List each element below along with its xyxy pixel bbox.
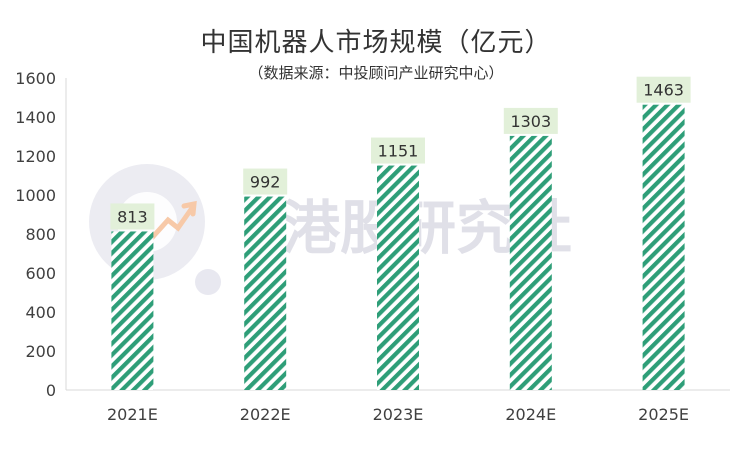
x-tick-label: 2022E bbox=[240, 405, 291, 424]
y-tick-label: 1400 bbox=[15, 108, 56, 127]
data-label: 992 bbox=[250, 173, 281, 192]
y-tick-label: 200 bbox=[25, 342, 56, 361]
x-tick-label: 2023E bbox=[373, 405, 424, 424]
y-tick-label: 1600 bbox=[15, 69, 56, 88]
bar-2022E bbox=[244, 196, 287, 390]
x-tick-label: 2021E bbox=[107, 405, 158, 424]
x-tick-label: 2025E bbox=[638, 405, 689, 424]
y-tick-label: 0 bbox=[46, 381, 56, 400]
data-label: 1463 bbox=[643, 81, 684, 100]
x-tick-label: 2024E bbox=[505, 405, 556, 424]
bar-2024E bbox=[509, 135, 552, 390]
data-label: 1303 bbox=[510, 112, 551, 131]
data-label-bg bbox=[636, 76, 691, 103]
magnifier-logo-icon bbox=[89, 164, 221, 295]
data-label-bg bbox=[371, 137, 425, 164]
bar-2021E bbox=[111, 231, 154, 390]
y-tick-label: 400 bbox=[25, 303, 56, 322]
y-tick-label: 1000 bbox=[15, 186, 56, 205]
bar-2025E bbox=[642, 104, 685, 390]
data-label: 813 bbox=[117, 207, 148, 226]
y-tick-label: 1200 bbox=[15, 147, 56, 166]
y-tick-label: 600 bbox=[25, 264, 56, 283]
bars bbox=[111, 104, 685, 390]
watermark: 港股研究社 bbox=[89, 164, 572, 295]
data-label-bg bbox=[110, 203, 155, 230]
data-label-bg bbox=[503, 107, 558, 134]
bar-2023E bbox=[377, 165, 419, 390]
chart-title: 中国机器人市场规模（亿元） bbox=[200, 28, 552, 58]
y-tick-label: 800 bbox=[25, 225, 56, 244]
data-label: 1151 bbox=[378, 142, 419, 161]
data-labels: 2021E 813 2022E 992 2023E 1151 2024E 1303 2025E 1… bbox=[107, 76, 691, 424]
data-label-bg bbox=[243, 168, 288, 195]
chart-subtitle: （数据来源：中投顾问产业研究中心） bbox=[248, 64, 504, 82]
